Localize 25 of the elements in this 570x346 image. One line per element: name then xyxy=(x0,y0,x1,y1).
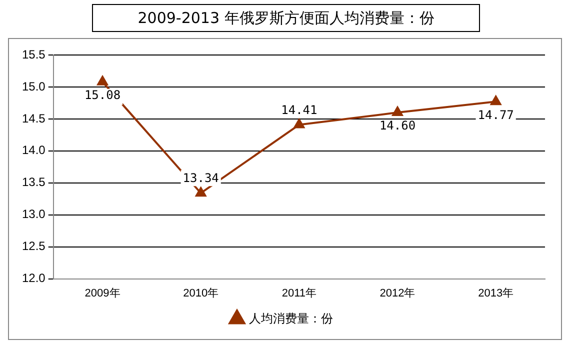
legend-label: 人均消费量：份 xyxy=(249,311,333,326)
y-tick-label: 15.5 xyxy=(22,47,46,62)
y-tick-label: 14.0 xyxy=(22,143,46,158)
x-tick-label: 2011年 xyxy=(282,287,317,300)
y-tick-label: 12.5 xyxy=(22,239,46,254)
y-tick-label: 15.0 xyxy=(22,79,46,94)
y-tick-label: 12.0 xyxy=(22,271,46,286)
x-tick-label: 2013年 xyxy=(478,287,514,300)
data-label: 15.08 xyxy=(84,88,121,102)
data-label: 13.34 xyxy=(182,171,219,186)
y-tick-label: 13.0 xyxy=(22,207,46,222)
data-label: 14.41 xyxy=(281,102,318,117)
chart-title: 2009-2013 年俄罗斯方便面人均消费量：份 xyxy=(92,4,480,32)
point xyxy=(196,187,206,197)
point xyxy=(392,106,403,116)
y-tick-label: 14.5 xyxy=(22,111,46,126)
point xyxy=(294,118,305,128)
x-tick-label: 2012年 xyxy=(380,287,416,300)
x-tick-label: 2010年 xyxy=(183,287,219,300)
data-label: 14.60 xyxy=(379,118,416,133)
x-tick-label: 2009年 xyxy=(84,287,120,300)
point xyxy=(97,76,108,86)
point xyxy=(490,96,502,106)
data-label: 14.77 xyxy=(478,108,514,122)
y-tick-label: 13.5 xyxy=(22,175,46,190)
